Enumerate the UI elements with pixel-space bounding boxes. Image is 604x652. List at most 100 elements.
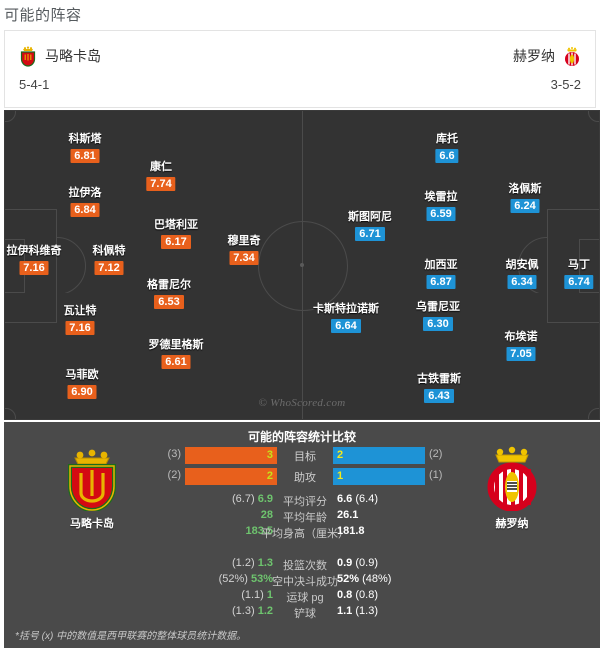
player-rating: 6.71 <box>355 227 385 241</box>
away-stat-main: 0.9 <box>337 557 353 569</box>
stat-row-label: 平均评分 <box>283 496 327 508</box>
home-stat-paren: (1.2) <box>232 557 255 569</box>
player-home-2[interactable]: 拉伊洛 6.84 <box>69 187 102 218</box>
player-rating: 6.43 <box>424 389 454 403</box>
player-away-6[interactable]: 马丁 6.74 <box>564 259 594 290</box>
player-name: 拉伊洛 <box>68 187 102 199</box>
player-away-0[interactable]: 库托 6.6 <box>435 133 459 164</box>
home-team-name: 马略卡岛 <box>45 48 101 64</box>
player-away-8[interactable]: 乌雷尼亚 6.30 <box>416 301 460 332</box>
away-stat-main: 0.8 <box>337 589 353 601</box>
corner-arc-top-right <box>588 111 599 122</box>
home-stat-paren: (6.7) <box>232 493 255 505</box>
player-name: 卡斯特拉诺斯 <box>313 303 379 315</box>
away-stat-value: 26.1 <box>337 509 455 521</box>
player-name: 巴塔利亚 <box>154 219 198 231</box>
home-bar-track: 2 <box>185 468 277 485</box>
player-rating: 6.90 <box>67 385 97 399</box>
player-rating: 7.05 <box>506 347 536 361</box>
teams-header: 马略卡岛 5-4-1 赫罗纳 3-5-2 <box>4 30 596 108</box>
center-circle <box>258 221 348 311</box>
player-home-5[interactable]: 科佩特 7.12 <box>93 245 126 276</box>
player-rating: 7.16 <box>19 261 49 275</box>
home-stat-value: 28 <box>155 509 273 521</box>
player-name: 拉伊科维奇 <box>6 245 62 257</box>
away-stat-value: 0.8 (0.8) <box>337 589 455 601</box>
player-rating: 6.64 <box>331 319 361 333</box>
player-name: 库托 <box>435 133 458 145</box>
player-away-1[interactable]: 洛佩斯 6.24 <box>509 183 542 214</box>
player-home-4[interactable]: 拉伊科维奇 7.16 <box>7 245 62 276</box>
away-stat-main: 26.1 <box>337 509 359 521</box>
home-bar-paren: (3) <box>167 448 181 460</box>
corner-arc-bottom-left <box>5 408 16 419</box>
away-stat-value: 6.6 (6.4) <box>337 493 455 505</box>
stat-row-label: 运球 pg <box>286 592 324 604</box>
away-bar-value: 1 <box>333 468 425 485</box>
away-bar-paren: (1) <box>429 469 443 481</box>
player-rating: 6.84 <box>70 203 100 217</box>
home-stat-value: (1.3) 1.2 <box>155 605 273 617</box>
player-name: 马丁 <box>567 259 590 271</box>
stat-row: (52%) 53% 空中决斗成功 52% (48%) <box>155 573 455 589</box>
away-stat-paren: (0.9) <box>355 557 378 569</box>
away-stat-value: 181.8 <box>337 525 455 537</box>
player-home-0[interactable]: 科斯塔 6.81 <box>69 133 102 164</box>
player-name: 康仁 <box>149 161 172 173</box>
girona-crest-icon <box>563 45 581 67</box>
player-name: 科佩特 <box>92 245 126 257</box>
player-home-7[interactable]: 格雷尼尔 6.53 <box>147 279 191 310</box>
away-stat-main: 181.8 <box>337 525 365 537</box>
bar-row-label: 助攻 <box>294 472 316 484</box>
away-bar-track: 2 <box>333 447 425 464</box>
player-away-4[interactable]: 加西亚 6.87 <box>425 259 458 290</box>
player-name: 乌雷尼亚 <box>416 301 460 313</box>
player-home-3[interactable]: 巴塔利亚 6.17 <box>154 219 198 250</box>
player-home-6[interactable]: 穆里奇 7.34 <box>228 235 261 266</box>
penalty-arc-right <box>514 237 548 293</box>
player-name: 埃雷拉 <box>424 191 458 203</box>
player-home-1[interactable]: 康仁 7.74 <box>146 161 176 192</box>
player-away-10[interactable]: 古铁雷斯 6.43 <box>417 373 461 404</box>
player-name: 斯图阿尼 <box>348 211 392 223</box>
player-away-9[interactable]: 布埃诺 7.05 <box>505 331 538 362</box>
player-rating: 6.87 <box>426 275 456 289</box>
player-home-10[interactable]: 马菲欧 6.90 <box>66 369 99 400</box>
home-bar-paren: (2) <box>167 469 181 481</box>
away-team-header[interactable]: 赫罗纳 <box>513 45 581 67</box>
stat-rows-group-2: (1.2) 1.3 投篮次数 0.9 (0.9) (52%) 53% 空中决斗成功 52%… <box>155 557 455 621</box>
player-away-3[interactable]: 斯图阿尼 6.71 <box>348 211 392 242</box>
away-team-name: 赫罗纳 <box>513 48 555 64</box>
player-home-9[interactable]: 罗德里格斯 6.61 <box>149 339 204 370</box>
mallorca-crest-large-icon <box>62 445 122 513</box>
home-bar-track: 3 <box>185 447 277 464</box>
player-name: 格雷尼尔 <box>147 279 191 291</box>
player-rating: 6.34 <box>507 275 537 289</box>
away-stat-paren: (0.8) <box>355 589 378 601</box>
player-away-7[interactable]: 卡斯特拉诺斯 6.64 <box>313 303 379 334</box>
away-stat-paren: (6.4) <box>355 493 378 505</box>
home-stat-main: 183.5 <box>245 525 273 537</box>
home-stat-paren: (52%) <box>218 573 248 585</box>
stats-title: 可能的阵容统计比较 <box>247 430 356 444</box>
watermark: © WhoScored.com <box>258 397 346 409</box>
away-stat-value: 0.9 (0.9) <box>337 557 455 569</box>
home-stat-value: (52%) 53% <box>155 573 273 585</box>
home-stat-value: (1.2) 1.3 <box>155 557 273 569</box>
player-away-2[interactable]: 埃雷拉 6.59 <box>425 191 458 222</box>
home-stat-main: 6.9 <box>257 493 273 505</box>
player-name: 穆里奇 <box>227 235 261 247</box>
player-away-5[interactable]: 胡安佩 6.34 <box>506 259 539 290</box>
goal-area-right <box>579 239 599 293</box>
player-home-8[interactable]: 瓦让特 7.16 <box>64 305 97 336</box>
player-name: 古铁雷斯 <box>417 373 461 385</box>
home-team-header[interactable]: 马略卡岛 <box>19 45 101 67</box>
away-stat-main: 1.1 <box>337 605 353 617</box>
player-name: 加西亚 <box>424 259 458 271</box>
stat-row: (1.2) 1.3 投篮次数 0.9 (0.9) <box>155 557 455 573</box>
player-rating: 6.17 <box>161 235 191 249</box>
player-name: 布埃诺 <box>504 331 538 343</box>
stats-panel: 可能的阵容统计比较 马略卡岛 <box>4 422 600 648</box>
stat-row-label: 空中决斗成功 <box>272 576 338 588</box>
